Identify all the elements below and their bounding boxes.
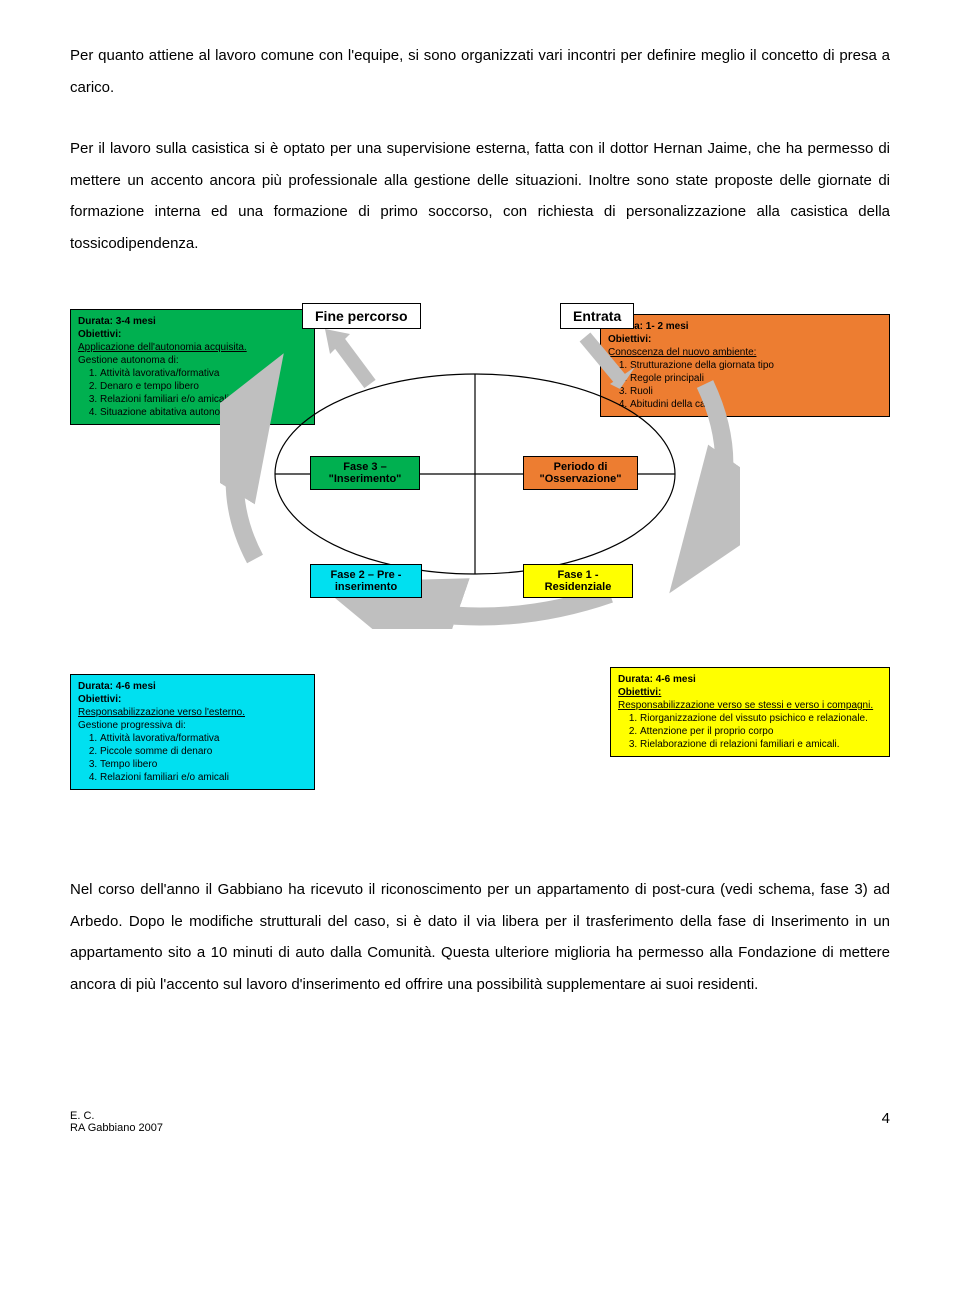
list-item: Relazioni familiari e/o amicali	[100, 771, 307, 784]
yellow-list: Riorganizzazione del vissuto psichico e …	[640, 712, 882, 751]
list-item: Tempo libero	[100, 758, 307, 771]
fase-3-label: Fase 3 – "Inserimento"	[310, 456, 420, 490]
cyan-heading: Responsabilizzazione verso l'esterno.	[78, 706, 307, 719]
cyan-info-box: Durata: 4-6 mesi Obiettivi: Responsabili…	[70, 674, 315, 790]
page-number: 4	[882, 1110, 890, 1134]
footer-doc-title: RA Gabbiano 2007	[70, 1122, 163, 1134]
cycle-arrows	[220, 329, 740, 629]
cyan-obj-title: Obiettivi:	[78, 693, 307, 706]
cyan-subheading: Gestione progressiva di:	[78, 719, 307, 732]
final-paragraph: Nel corso dell'anno il Gabbiano ha ricev…	[70, 874, 890, 1000]
green-durata: Durata: 3-4 mesi	[78, 315, 307, 328]
second-paragraph: Per il lavoro sulla casistica si è optat…	[70, 133, 890, 259]
footer-author: E. C.	[70, 1110, 163, 1122]
entrata-arrow	[560, 329, 650, 389]
intro-paragraph: Per quanto attiene al lavoro comune con …	[70, 40, 890, 103]
yellow-info-box: Durata: 4-6 mesi Obiettivi: Responsabili…	[610, 667, 890, 757]
periodo-osservazione-label: Periodo di "Osservazione"	[523, 456, 638, 490]
list-item: Attività lavorativa/formativa	[100, 732, 307, 745]
page-footer: E. C. RA Gabbiano 2007 4	[70, 1110, 890, 1134]
list-item: Rielaborazione di relazioni familiari e …	[640, 738, 882, 751]
list-item: Attenzione per il proprio corpo	[640, 725, 882, 738]
phase-diagram: Fine percorso Entrata Fase 3 – "Inserime…	[70, 289, 890, 819]
yellow-obj-title: Obiettivi:	[618, 686, 882, 699]
yellow-durata: Durata: 4-6 mesi	[618, 673, 882, 686]
list-item: Riorganizzazione del vissuto psichico e …	[640, 712, 882, 725]
fase-1-label: Fase 1 - Residenziale	[523, 564, 633, 598]
cyan-durata: Durata: 4-6 mesi	[78, 680, 307, 693]
fine-percorso-label: Fine percorso	[302, 303, 421, 329]
list-item: Piccole somme di denaro	[100, 745, 307, 758]
fase-2-label: Fase 2 – Pre - inserimento	[310, 564, 422, 598]
cyan-list: Attività lavorativa/formativa Piccole so…	[100, 732, 307, 784]
footer-left: E. C. RA Gabbiano 2007	[70, 1110, 163, 1134]
yellow-heading: Responsabilizzazione verso se stessi e v…	[618, 699, 882, 712]
entrata-label: Entrata	[560, 303, 634, 329]
fine-arrow	[310, 329, 400, 389]
